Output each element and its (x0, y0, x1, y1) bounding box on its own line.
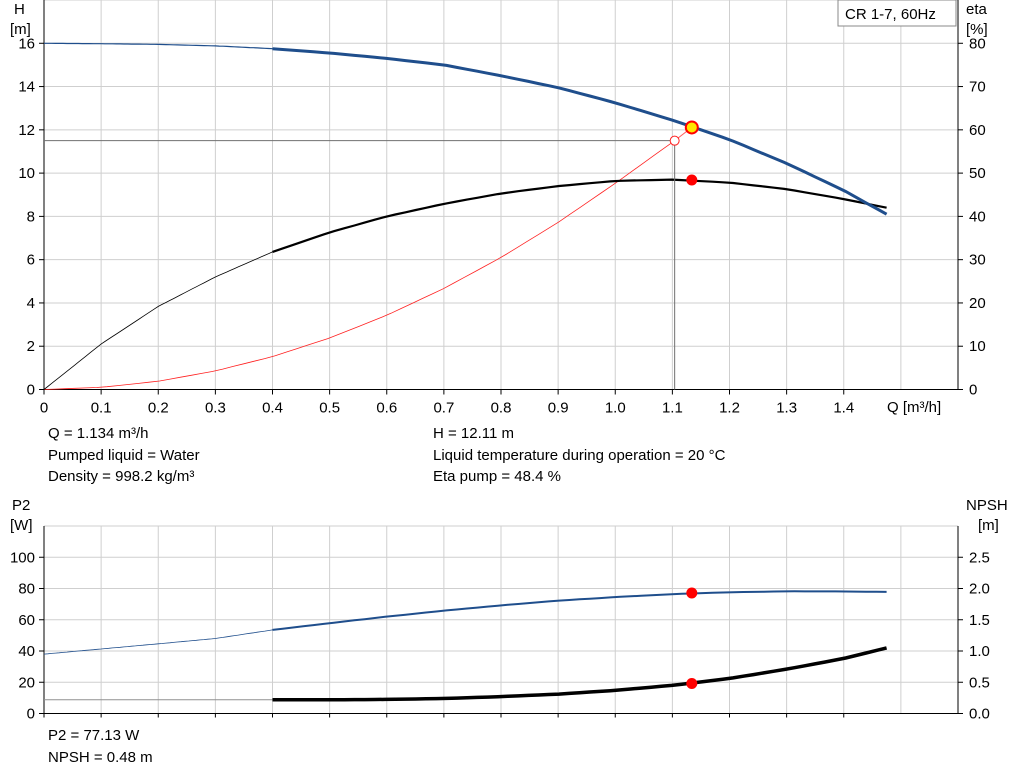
info-liquid: Pumped liquid = Water (48, 447, 200, 464)
x-tick-label: 0.3 (205, 400, 226, 417)
y2-tick-label: 1.5 (969, 612, 990, 629)
y-tick-label: 12 (18, 122, 35, 139)
x-tick-label: 0.4 (262, 400, 283, 417)
info-density: Density = 998.2 kg/m³ (48, 468, 194, 485)
chart-title: CR 1-7, 60Hz (845, 6, 936, 23)
legend-box (837, 0, 957, 27)
y-tick-label: 4 (27, 295, 35, 312)
x-tick-label: 1.1 (662, 400, 683, 417)
duty-point-p2 (686, 587, 698, 599)
y-tick-label: 60 (18, 612, 35, 629)
y-tick-label: 10 (18, 165, 35, 182)
top-ylabel-unit: [m] (10, 21, 31, 38)
y-tick-label: 2 (27, 338, 35, 355)
y-tick-label: 0 (27, 706, 35, 723)
duty-point-npsh (686, 678, 698, 689)
y-tick-label: 80 (18, 581, 35, 598)
bottom-ylabel-unit: [W] (10, 517, 33, 534)
info-p2: P2 = 77.13 W (48, 727, 140, 744)
y-tick-label: 0 (27, 382, 35, 399)
y2-tick-label: 30 (969, 252, 986, 269)
y-tick-label: 6 (27, 252, 35, 269)
x-tick-label: 0.6 (376, 400, 397, 417)
x-tick-label: 1.0 (605, 400, 626, 417)
y-tick-label: 16 (18, 35, 35, 52)
x-tick-label: 0.1 (91, 400, 112, 417)
x-tick-label: 0.5 (319, 400, 340, 417)
y-tick-label: 40 (18, 643, 35, 660)
y2-tick-label: 50 (969, 165, 986, 182)
head-curve-thin (44, 42, 273, 50)
x-tick-label: 0.2 (148, 400, 169, 417)
y-tick-label: 20 (18, 674, 35, 691)
top-chart-grid: 0 0.1 0.2 0.3 0.4 0.5 0.6 0.7 0.8 0.9 1.0 1.1 1.2 1.3… (18, 0, 986, 417)
eta-curve (272, 178, 887, 253)
info-q: Q = 1.134 m³/h (48, 425, 148, 442)
bottom-chart-grid: 0 20 40 60 80 100 0.0 0.5 1.0 1.5 2.0 2.5 (10, 525, 990, 723)
y2-tick-label: 60 (969, 122, 986, 139)
x-tick-label: 1.3 (776, 400, 797, 417)
y-tick-label: 14 (18, 79, 35, 96)
y2-tick-label: 40 (969, 208, 986, 225)
x-tick-label: 0.9 (548, 400, 569, 417)
system-point-marker (669, 135, 680, 146)
x-tick-label: 0.7 (433, 400, 454, 417)
eta-curve-thin (43, 251, 273, 390)
y2-tick-label: 0.5 (969, 674, 990, 691)
y2-tick-label: 2.0 (969, 581, 990, 598)
duty-point-eta (686, 174, 698, 186)
y2-tick-label: 80 (969, 35, 986, 52)
duty-point-head (684, 120, 699, 135)
top-y2label: eta (966, 1, 988, 18)
system-curve (43, 140, 675, 390)
bottom-chart-plot (43, 587, 888, 702)
bottom-ylabel: P2 (12, 497, 30, 514)
y2-tick-label: 10 (969, 338, 986, 355)
y2-tick-label: 1.0 (969, 643, 990, 660)
y2-tick-label: 0 (969, 382, 977, 399)
y-tick-label: 8 (27, 208, 35, 225)
y2-tick-label: 70 (969, 79, 986, 96)
p2-curve-thin (43, 629, 273, 655)
x-tick-label: 1.2 (719, 400, 740, 417)
head-curve (272, 47, 888, 216)
x-tick-label: 0.8 (491, 400, 512, 417)
top-xlabel: Q [m³/h] (887, 399, 941, 416)
top-y2label-unit: [%] (966, 21, 988, 38)
bottom-y2label-unit: [m] (978, 517, 999, 534)
y-tick-label: 100 (10, 549, 35, 566)
x-tick-label: 1.4 (833, 400, 854, 417)
top-chart-plot (43, 42, 888, 390)
p2-curve (272, 590, 887, 631)
info-h: H = 12.11 m (433, 425, 514, 442)
info-npsh: NPSH = 0.48 m (48, 749, 153, 766)
npsh-curve (272, 646, 888, 702)
info-temp: Liquid temperature during operation = 20… (433, 447, 726, 464)
bottom-y2label: NPSH (966, 497, 1008, 514)
y2-tick-label: 0.0 (969, 706, 990, 723)
x-tick-label: 0 (40, 400, 48, 417)
info-eta: Eta pump = 48.4 % (433, 468, 561, 485)
y2-tick-label: 20 (969, 295, 986, 312)
y2-tick-label: 2.5 (969, 549, 990, 566)
top-ylabel: H (14, 1, 25, 18)
